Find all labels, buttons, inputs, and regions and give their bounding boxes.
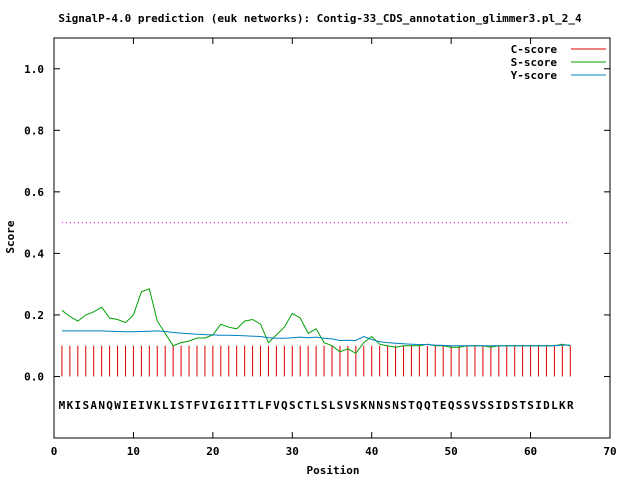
sequence-residue: Q bbox=[448, 399, 455, 412]
sequence-residue: K bbox=[559, 399, 566, 412]
y-tick-label: 0.6 bbox=[24, 186, 44, 199]
sequence-residue: S bbox=[527, 399, 534, 412]
sequence-residue: S bbox=[289, 399, 296, 412]
sequence-residue: I bbox=[233, 399, 240, 412]
x-tick-label: 60 bbox=[524, 445, 537, 458]
sequence-residue: S bbox=[353, 399, 360, 412]
y-axis-label: Score bbox=[4, 220, 17, 253]
sequence-residue: T bbox=[186, 399, 193, 412]
sequence-residue: G bbox=[217, 399, 224, 412]
tick-layer: 0 10 20 30 40 50 60 70 0.0 0.2 0.4 0.6 0.8 1.0 bbox=[24, 38, 617, 458]
sequence-residue: T bbox=[241, 399, 248, 412]
series-layer bbox=[61, 288, 571, 377]
sequence-residue: V bbox=[202, 399, 209, 412]
sequence-residue: T bbox=[249, 399, 256, 412]
sequence-residue: V bbox=[472, 399, 479, 412]
sequence-residue: D bbox=[503, 399, 510, 412]
sequence-residue: N bbox=[98, 399, 105, 412]
sequence-residue: S bbox=[337, 399, 344, 412]
sequence-residue: K bbox=[154, 399, 161, 412]
x-tick-label: 50 bbox=[445, 445, 458, 458]
x-tick-label: 30 bbox=[286, 445, 299, 458]
sequence-residue: E bbox=[130, 399, 137, 412]
sequence-residue: N bbox=[376, 399, 383, 412]
sequence-residue: S bbox=[82, 399, 89, 412]
sequence-residue: L bbox=[329, 399, 336, 412]
sequence-residue: S bbox=[464, 399, 471, 412]
sequence-residue: Q bbox=[416, 399, 423, 412]
sequence-residue: L bbox=[257, 399, 264, 412]
sequence-residue: T bbox=[408, 399, 415, 412]
y-tick-label: 1.0 bbox=[24, 63, 44, 76]
sequence-residue: T bbox=[519, 399, 526, 412]
sequence-residue: L bbox=[551, 399, 558, 412]
y-tick-label: 0.8 bbox=[24, 124, 44, 137]
sequence-residue: F bbox=[265, 399, 272, 412]
y-tick-label: 0.0 bbox=[24, 370, 44, 383]
sequence-residue: I bbox=[535, 399, 542, 412]
x-axis-label: Position bbox=[307, 464, 360, 477]
sequence-residue: I bbox=[122, 399, 129, 412]
plot-frame bbox=[53, 37, 611, 439]
sequence-residue: V bbox=[273, 399, 280, 412]
sequence-residue: I bbox=[225, 399, 232, 412]
sequence-residue: I bbox=[210, 399, 217, 412]
sequence-residue: I bbox=[75, 399, 82, 412]
sequence-residue: Q bbox=[106, 399, 113, 412]
sequence-residue: C bbox=[297, 399, 304, 412]
x-tick-label: 20 bbox=[206, 445, 219, 458]
sequence-residue: K bbox=[67, 399, 74, 412]
sequence-residue: I bbox=[170, 399, 177, 412]
x-tick-label: 10 bbox=[127, 445, 140, 458]
sequence-residue: E bbox=[440, 399, 447, 412]
sequence-residue: K bbox=[360, 399, 367, 412]
sequence-residue: M bbox=[59, 399, 66, 412]
sequence-residue: S bbox=[456, 399, 463, 412]
sequence-residue: T bbox=[432, 399, 439, 412]
sequence-residue: A bbox=[90, 399, 97, 412]
sequence-residue: S bbox=[321, 399, 328, 412]
sequence-residue: Q bbox=[281, 399, 288, 412]
x-tick-label: 0 bbox=[51, 445, 58, 458]
sequence-residue: S bbox=[480, 399, 487, 412]
legend-label: C-score bbox=[511, 43, 558, 56]
sequence-residue: V bbox=[146, 399, 153, 412]
x-tick-label: 40 bbox=[365, 445, 378, 458]
legend-label: S-score bbox=[511, 56, 558, 69]
sequence-residue: T bbox=[305, 399, 312, 412]
sequence-residue: L bbox=[162, 399, 169, 412]
sequence-residue: L bbox=[313, 399, 320, 412]
sequence-residue: N bbox=[392, 399, 399, 412]
chart-title: SignalP-4.0 prediction (euk networks): C… bbox=[58, 12, 582, 25]
sequence-residue: Q bbox=[424, 399, 431, 412]
sequence-residue: S bbox=[178, 399, 185, 412]
sequence-residue: S bbox=[400, 399, 407, 412]
sequence-residue: W bbox=[114, 399, 121, 412]
sequence-residue: V bbox=[345, 399, 352, 412]
sequence-residue: F bbox=[194, 399, 201, 412]
sequence-residue: S bbox=[511, 399, 518, 412]
legend-label: Y-score bbox=[511, 69, 558, 82]
sequence-residue: S bbox=[488, 399, 495, 412]
s-score-line bbox=[61, 288, 571, 355]
sequence-residue: S bbox=[384, 399, 391, 412]
y-score-line bbox=[61, 330, 571, 347]
sequence-residue: I bbox=[138, 399, 145, 412]
sequence-residue: N bbox=[368, 399, 375, 412]
y-tick-label: 0.4 bbox=[24, 247, 44, 260]
sequence-residue: R bbox=[567, 399, 574, 412]
sequence-residue: D bbox=[543, 399, 550, 412]
y-tick-label: 0.2 bbox=[24, 309, 44, 322]
sequence-residue: I bbox=[495, 399, 502, 412]
x-tick-label: 70 bbox=[603, 445, 616, 458]
